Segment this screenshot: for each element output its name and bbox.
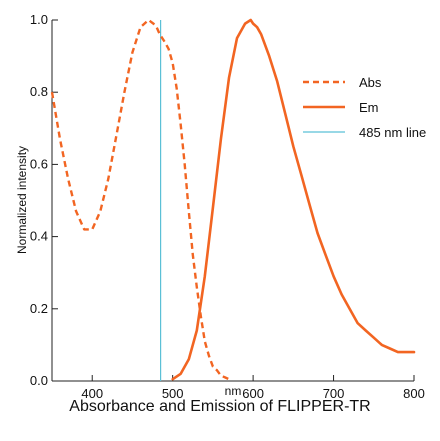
y-ticks: 0.0 0.2 0.4 0.6 0.8 1.0 bbox=[30, 12, 58, 388]
x-tick-label: 700 bbox=[323, 386, 345, 400]
y-axis-label: Normalized intensity bbox=[15, 146, 29, 254]
x-tick-label: 600 bbox=[242, 386, 264, 400]
y-tick-label: 0.6 bbox=[30, 156, 48, 171]
chart-title: Absorbance and Emission of FLIPPER-TR bbox=[69, 398, 371, 415]
x-tick-label: 400 bbox=[81, 386, 103, 400]
series-em-line bbox=[171, 18, 416, 381]
y-tick-label: 0.2 bbox=[30, 301, 48, 316]
y-tick-label: 1.0 bbox=[30, 12, 48, 27]
series-abs-line bbox=[50, 18, 230, 381]
y-tick-label: 0.4 bbox=[30, 229, 48, 244]
y-tick-label: 0.8 bbox=[30, 84, 48, 99]
x-tick-label: 800 bbox=[403, 386, 425, 400]
x-axis-label: nm bbox=[225, 384, 242, 398]
chart: 0.0 0.2 0.4 0.6 0.8 1.0 400 500 600 700 800 Abs Em… bbox=[15, 12, 426, 400]
legend-em-label: Em bbox=[359, 100, 379, 115]
x-ticks: 400 500 600 700 800 bbox=[81, 375, 425, 400]
y-tick-label: 0.0 bbox=[30, 373, 48, 388]
legend-abs-label: Abs bbox=[359, 75, 382, 90]
series-layer bbox=[50, 18, 416, 381]
legend-485-nm-line-label: 485 nm line bbox=[359, 125, 426, 140]
legend: Abs Em 485 nm line bbox=[303, 75, 426, 140]
plot-frame bbox=[51, 20, 414, 382]
x-tick-label: 500 bbox=[162, 386, 184, 400]
